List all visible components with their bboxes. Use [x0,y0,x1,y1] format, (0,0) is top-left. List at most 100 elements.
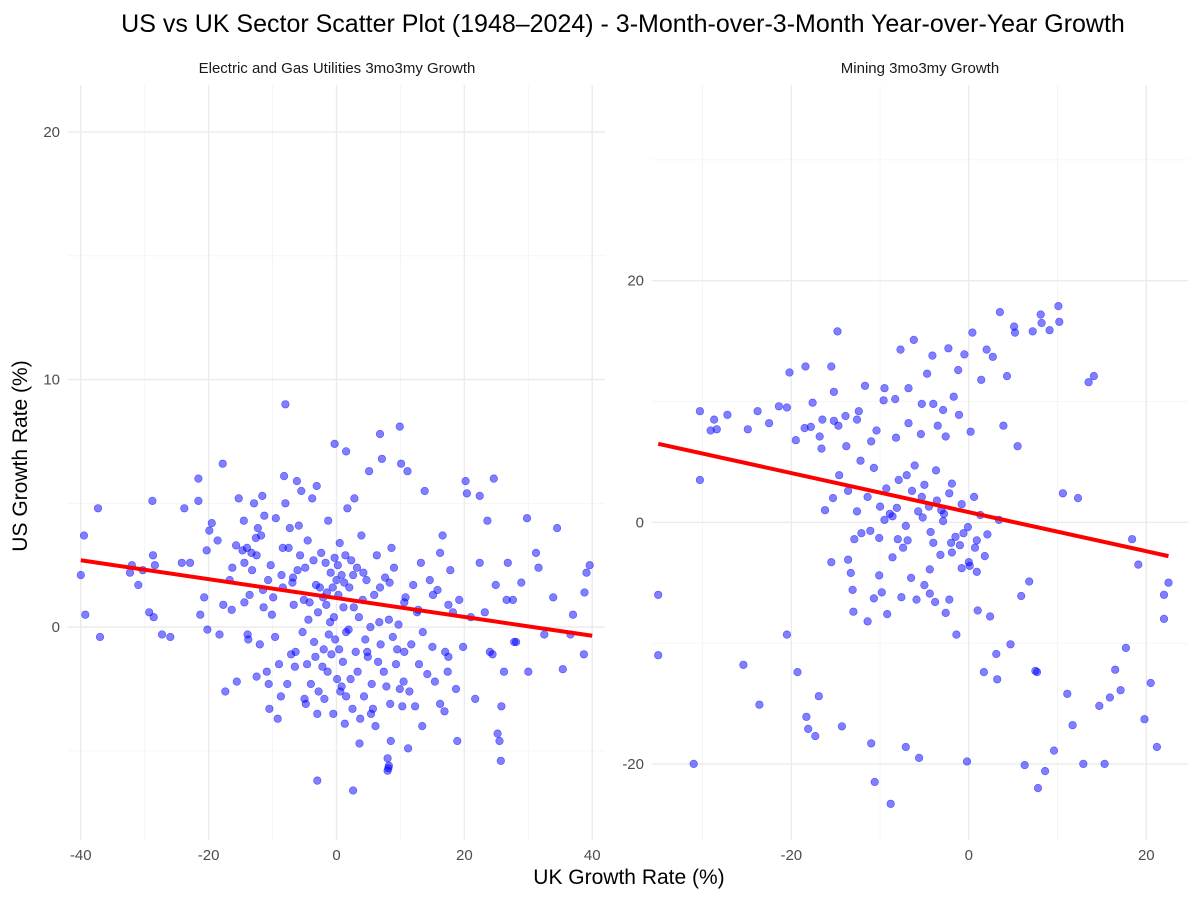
data-point [324,516,333,525]
data-point [947,548,957,557]
data-point [95,632,105,642]
data-point [938,405,948,415]
data-point [239,516,248,525]
data-point [414,660,424,669]
data-point [952,630,961,639]
data-point [207,518,216,528]
data-point [232,541,241,550]
data-point [804,724,813,734]
data-point [925,565,934,574]
data-point [333,561,342,570]
data-point [833,327,842,336]
data-point [1116,686,1125,695]
data-point [308,494,317,503]
data-point [240,598,249,607]
data-point [400,647,409,657]
data-point [265,704,274,713]
data-point [1095,701,1104,711]
data-point [186,558,195,567]
data-point [739,660,748,669]
data-point [376,640,385,649]
data-point [880,384,889,393]
data-point [1079,759,1088,769]
data-point [856,456,865,465]
data-point [459,642,468,652]
data-point [371,721,380,731]
data-point [901,742,910,752]
data-point [384,615,394,624]
data-point [860,381,870,390]
data-point [1063,689,1072,698]
data-point [157,630,167,639]
data-point [150,561,159,570]
data-point [309,556,318,565]
data-point [296,551,305,560]
data-point [278,543,287,553]
data-point [379,667,388,676]
data-point [291,647,300,657]
data-point [979,667,989,677]
data-point [227,605,236,614]
data-point [264,575,273,585]
data-point [365,467,374,476]
data-point [418,627,427,637]
data-point [883,609,892,619]
data-point [337,570,346,580]
data-point [654,590,663,599]
data-point [944,344,953,353]
data-point [333,674,342,684]
data-point [1040,766,1050,776]
data-point [267,610,277,619]
data-point [1084,378,1093,387]
data-point [552,523,562,533]
data-point [134,580,143,590]
data-point [863,492,872,502]
data-point [353,667,362,676]
data-point [1036,310,1045,319]
data-point [522,514,532,523]
data-point [1006,640,1015,649]
data-point [290,662,300,671]
data-point [438,531,447,540]
data-point [244,635,253,644]
data-point [654,651,663,660]
data-point [863,617,872,626]
data-point [785,368,794,377]
data-point [349,786,358,795]
data-point [301,563,310,572]
data-point [281,400,290,409]
data-point [407,640,416,649]
data-point [712,425,721,434]
data-point [349,603,358,612]
data-point [276,692,286,701]
data-point [774,402,784,411]
data-point [249,499,259,508]
data-point [342,692,351,701]
data-point [258,491,267,501]
data-point [81,610,90,619]
data-point [1010,328,1020,337]
data-point [580,588,589,597]
data-point [857,529,866,538]
data-point [1159,590,1169,599]
data-point [289,600,298,609]
data-point [79,531,89,540]
data-point [240,558,249,567]
data-point [317,548,326,558]
data-point [405,687,414,696]
data-point [939,509,949,518]
data-point [869,463,879,473]
x-tick-label: 0 [965,847,973,864]
data-point [1068,721,1077,730]
data-point [929,538,938,547]
data-point [689,759,698,769]
data-point [925,589,934,598]
data-point [93,504,103,513]
data-point [827,362,836,371]
data-point [1013,442,1022,451]
data-point [323,667,332,676]
data-point [837,722,847,731]
data-point [850,535,859,544]
data-point [820,506,830,515]
data-point [827,558,836,567]
